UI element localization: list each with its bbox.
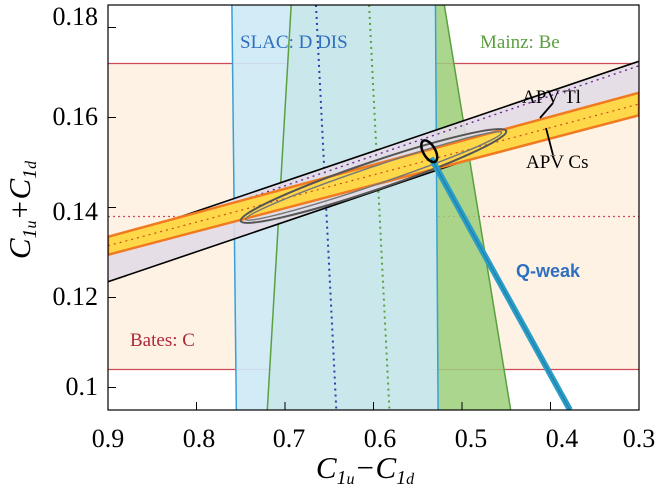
y-tick-label: 0.1 <box>66 372 99 401</box>
y-tick-label: 0.18 <box>53 2 99 31</box>
mainz-label: Mainz: Be <box>480 32 560 53</box>
x-axis-label: C1u−C1d <box>316 450 415 487</box>
y-tick-label: 0.16 <box>53 102 99 131</box>
y-axis-label: C1u+C1d <box>2 160 41 259</box>
x-tick-label: 0.5 <box>455 424 488 453</box>
apv-tl-label: APV Tl <box>522 87 581 108</box>
x-tick-labels: 0.9 0.8 0.7 0.6 0.5 0.4 0.3 <box>92 424 656 453</box>
x-tick-label: 0.6 <box>364 424 397 453</box>
y-tick-label: 0.12 <box>53 282 99 311</box>
slac-label: SLAC: D DIS <box>240 32 348 53</box>
y-tick-labels: 0.18 0.16 0.14 0.12 0.1 <box>53 2 99 401</box>
x-tick-label: 0.4 <box>546 424 579 453</box>
x-tick-label: 0.3 <box>623 424 656 453</box>
y-tick-label: 0.14 <box>53 197 99 226</box>
qweak-label: Q-weak <box>516 261 581 281</box>
bates-label: Bates: C <box>130 330 195 351</box>
x-tick-label: 0.7 <box>273 424 306 453</box>
apv-cs-label: APV Cs <box>526 152 588 173</box>
x-tick-label: 0.9 <box>92 424 125 453</box>
x-tick-label: 0.8 <box>183 424 216 453</box>
